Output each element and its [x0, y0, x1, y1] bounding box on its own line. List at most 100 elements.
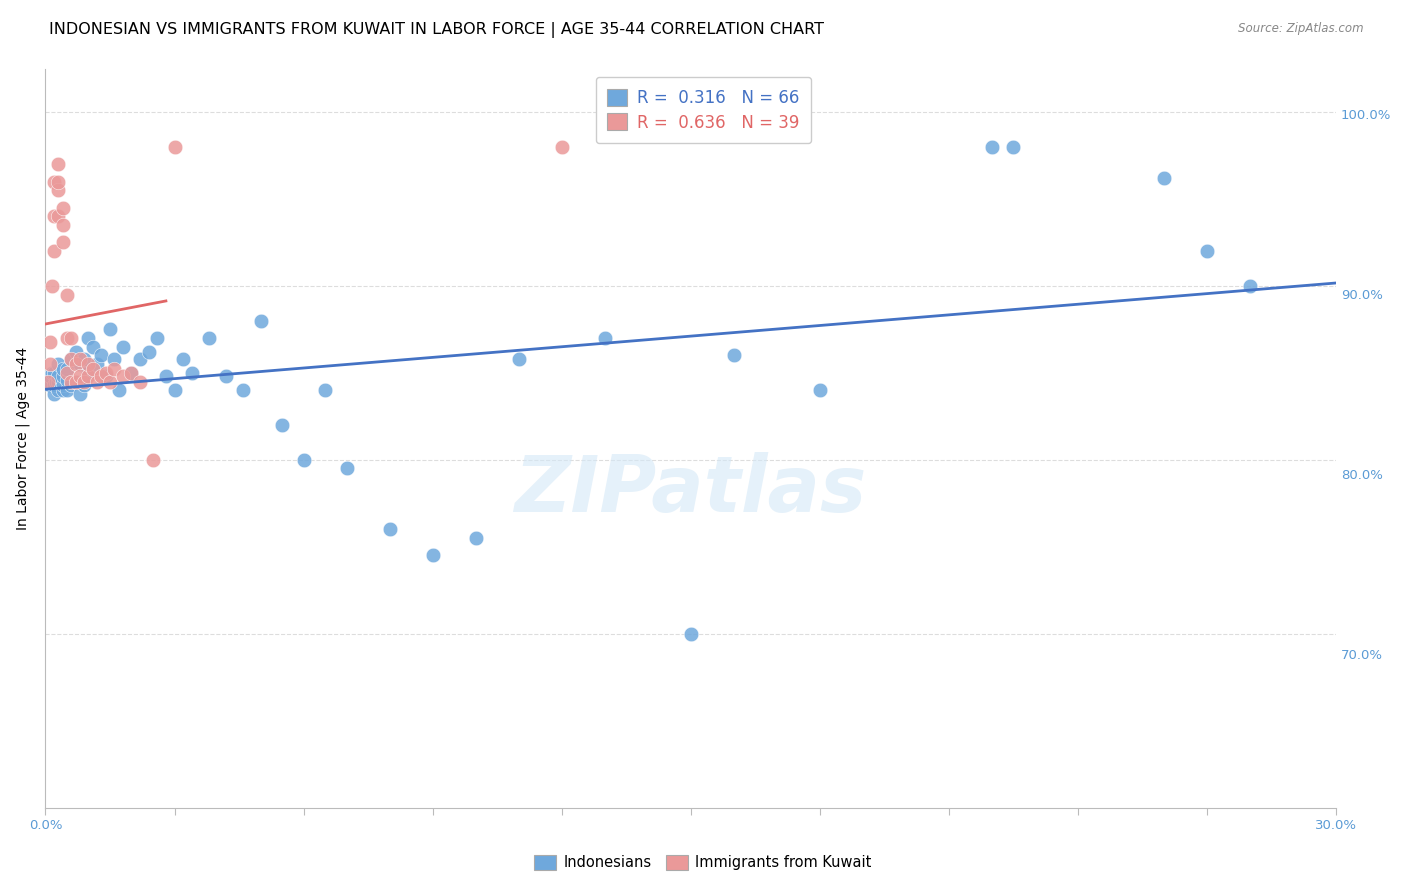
Point	[52, 383, 75, 397]
Point	[65, 375, 87, 389]
Point	[77, 366, 100, 380]
Point	[69, 386, 91, 401]
Point	[42, 244, 65, 259]
Point	[86, 375, 108, 389]
Point	[94, 366, 117, 380]
Point	[37, 375, 59, 389]
Point	[103, 362, 125, 376]
Point	[723, 348, 745, 362]
Point	[56, 287, 79, 301]
Point	[335, 461, 357, 475]
Point	[232, 383, 254, 397]
Point	[52, 378, 75, 392]
Point	[198, 331, 221, 345]
Point	[48, 183, 70, 197]
Point	[679, 626, 702, 640]
Legend: R =  0.316   N = 66, R =  0.636   N = 39: R = 0.316 N = 66, R = 0.636 N = 39	[596, 77, 811, 144]
Point	[593, 331, 616, 345]
Point	[69, 351, 91, 366]
Point	[808, 383, 831, 397]
Point	[38, 334, 60, 349]
Point	[129, 351, 152, 366]
Point	[48, 383, 70, 397]
Point	[69, 369, 91, 384]
Point	[48, 175, 70, 189]
Point	[86, 357, 108, 371]
Point	[38, 369, 60, 384]
Point	[56, 366, 79, 380]
Point	[464, 531, 486, 545]
Point	[271, 417, 294, 432]
Point	[48, 375, 70, 389]
Point	[42, 366, 65, 380]
Point	[215, 369, 238, 384]
Point	[103, 351, 125, 366]
Point	[146, 331, 169, 345]
Point	[422, 549, 444, 563]
Point	[42, 210, 65, 224]
Point	[172, 351, 194, 366]
Point	[121, 366, 143, 380]
Point	[90, 369, 112, 384]
Point	[94, 369, 117, 384]
Point	[142, 452, 165, 467]
Point	[56, 362, 79, 376]
Point	[77, 331, 100, 345]
Point	[77, 357, 100, 371]
Point	[111, 369, 134, 384]
Point	[1195, 244, 1218, 259]
Point	[60, 375, 83, 389]
Point	[180, 366, 202, 380]
Point	[52, 362, 75, 376]
Point	[48, 157, 70, 171]
Point	[52, 201, 75, 215]
Point	[249, 314, 271, 328]
Text: Source: ZipAtlas.com: Source: ZipAtlas.com	[1239, 22, 1364, 36]
Point	[111, 340, 134, 354]
Point	[77, 369, 100, 384]
Point	[163, 140, 186, 154]
Point	[42, 378, 65, 392]
Point	[378, 522, 401, 536]
Text: INDONESIAN VS IMMIGRANTS FROM KUWAIT IN LABOR FORCE | AGE 35-44 CORRELATION CHAR: INDONESIAN VS IMMIGRANTS FROM KUWAIT IN …	[49, 22, 824, 38]
Point	[163, 383, 186, 397]
Point	[38, 357, 60, 371]
Y-axis label: In Labor Force | Age 35-44: In Labor Force | Age 35-44	[15, 346, 30, 530]
Point	[980, 140, 1002, 154]
Point	[1239, 279, 1261, 293]
Point	[1153, 171, 1175, 186]
Point	[60, 378, 83, 392]
Point	[56, 331, 79, 345]
Point	[90, 348, 112, 362]
Point	[37, 375, 59, 389]
Point	[48, 357, 70, 371]
Point	[98, 375, 121, 389]
Point	[60, 351, 83, 366]
Point	[314, 383, 336, 397]
Point	[98, 322, 121, 336]
Point	[73, 375, 96, 389]
Point	[155, 369, 177, 384]
Point	[65, 375, 87, 389]
Point	[121, 366, 143, 380]
Point	[508, 351, 530, 366]
Point	[129, 375, 152, 389]
Point	[60, 351, 83, 366]
Point	[56, 373, 79, 387]
Point	[550, 140, 572, 154]
Point	[73, 378, 96, 392]
Point	[42, 386, 65, 401]
Point	[41, 279, 63, 293]
Point	[41, 366, 63, 380]
Point	[60, 331, 83, 345]
Point	[73, 351, 96, 366]
Point	[82, 340, 104, 354]
Text: ZIPatlas: ZIPatlas	[515, 451, 866, 528]
Point	[65, 345, 87, 359]
Point	[292, 452, 315, 467]
Point	[48, 210, 70, 224]
Point	[56, 383, 79, 397]
Point	[52, 369, 75, 384]
Point	[52, 235, 75, 250]
Point	[42, 175, 65, 189]
